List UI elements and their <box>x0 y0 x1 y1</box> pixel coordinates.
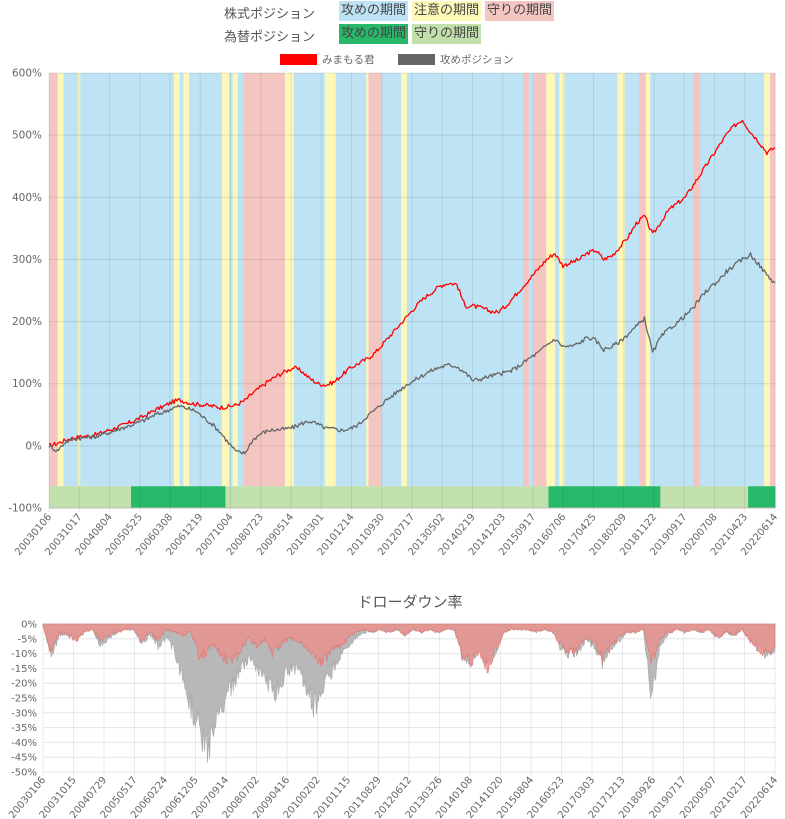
stock-band-33 <box>645 73 651 487</box>
stock-band-1 <box>57 73 64 487</box>
dd-y-tick-label: -15% <box>11 664 37 675</box>
stock-band-10 <box>229 73 234 487</box>
stock-band-11 <box>232 73 239 487</box>
stock-regime-bands <box>49 73 776 487</box>
stock-band-12 <box>237 73 244 487</box>
series-legend-swatch-0 <box>280 54 317 65</box>
stock-band-16 <box>324 73 337 487</box>
fx-band-0 <box>49 486 132 508</box>
stock-caution-swatch: 注意の期間 <box>412 1 482 21</box>
stock-band-23 <box>523 73 530 487</box>
stock-band-22 <box>406 73 524 487</box>
dd-y-tick-label: -20% <box>11 679 37 690</box>
stock-band-14 <box>284 73 295 487</box>
main-y-tick-label: 200% <box>12 316 42 328</box>
fx-band-5 <box>748 486 776 508</box>
main-y-tick-label: 300% <box>12 254 42 266</box>
dd-y-tick-label: -50% <box>11 768 37 779</box>
stock-band-24 <box>528 73 535 487</box>
stock-position-legend-label: 株式ポジション <box>224 7 316 22</box>
main-series-lines <box>48 119 776 455</box>
stock-band-36 <box>700 73 765 487</box>
series-legend-label-0: みまもる君 <box>322 54 375 66</box>
main-y-tick-label: 400% <box>12 192 42 204</box>
fx-defense-swatch: 守りの期間 <box>412 24 482 44</box>
drawdown-axes: 0% -5% -10% -15% -20% -25% -30% -35% -40% -45% -50… <box>7 620 780 819</box>
drawdown-areas <box>42 623 776 763</box>
drawdown-gridlines <box>42 623 776 776</box>
performance-chart: 600%500%400%300%200%100%0%-100%200301062… <box>8 53 780 558</box>
fx-band-3 <box>548 486 661 508</box>
stock-band-15 <box>293 73 326 487</box>
stock-band-32 <box>639 73 647 487</box>
stock-band-19 <box>368 73 382 487</box>
fx-band-4 <box>660 486 749 508</box>
stock-band-13 <box>243 73 286 487</box>
main-y-tick-label: 500% <box>12 130 42 142</box>
dd-y-tick-label: -5% <box>18 634 37 645</box>
stock-band-25 <box>533 73 547 487</box>
stock-band-28 <box>559 73 565 487</box>
drawdown-title: ドローダウン率 <box>357 593 462 611</box>
stock-band-30 <box>617 73 626 487</box>
stock-band-31 <box>624 73 640 487</box>
stock-band-38 <box>769 73 776 487</box>
stock-band-5 <box>173 73 181 487</box>
dd-y-tick-label: 0% <box>21 620 37 631</box>
dd-y-tick-label: -40% <box>11 738 37 749</box>
stock-band-6 <box>179 73 184 487</box>
main-y-tick-label: -100% <box>8 503 42 515</box>
main-series-legend: みまもる君 攻めポジション <box>280 53 514 66</box>
stock-band-21 <box>401 73 408 487</box>
stock-band-0 <box>49 73 59 487</box>
dd-y-tick-label: -25% <box>11 694 37 705</box>
dd-y-tick-label: -30% <box>11 708 37 719</box>
fx-band-2 <box>225 486 549 508</box>
stock-band-2 <box>63 73 79 487</box>
stock-band-35 <box>692 73 701 487</box>
main-y-tick-label: 100% <box>12 378 42 390</box>
stock-defense-swatch: 守りの期間 <box>485 1 555 21</box>
series-line-0 <box>48 119 776 448</box>
stock-band-3 <box>78 73 81 487</box>
fx-band-1 <box>131 486 226 508</box>
stock-band-17 <box>335 73 367 487</box>
fx-position-legend-label: 為替ポジション <box>224 30 316 45</box>
dd-y-tick-label: -10% <box>11 649 37 660</box>
stock-band-18 <box>366 73 369 487</box>
main-y-tick-label: 600% <box>12 68 42 80</box>
fx-regime-bands <box>49 486 776 508</box>
stock-band-4 <box>80 73 175 487</box>
series-line-1 <box>48 252 776 455</box>
stock-band-9 <box>221 73 230 487</box>
dd-y-tick-label: -35% <box>11 723 37 734</box>
series-legend-swatch-1 <box>398 54 435 65</box>
drawdown-area-0 <box>42 623 776 674</box>
stock-band-34 <box>650 73 694 487</box>
fx-attack-swatch: 攻めの期間 <box>339 24 409 44</box>
stock-band-27 <box>555 73 560 487</box>
stock-band-7 <box>183 73 190 487</box>
stock-band-26 <box>546 73 556 487</box>
main-y-tick-label: 0% <box>25 440 42 452</box>
drawdown-chart: ドローダウン率 0% -5% -10% -15% -20% -25% -30% -35% -40… <box>7 593 780 819</box>
stock-attack-swatch: 攻めの期間 <box>339 1 409 21</box>
stock-band-37 <box>764 73 771 487</box>
dd-y-tick-label: -45% <box>11 753 37 764</box>
series-legend-label-1: 攻めポジション <box>440 53 514 66</box>
stock-band-29 <box>564 73 618 487</box>
stock-band-20 <box>381 73 402 487</box>
